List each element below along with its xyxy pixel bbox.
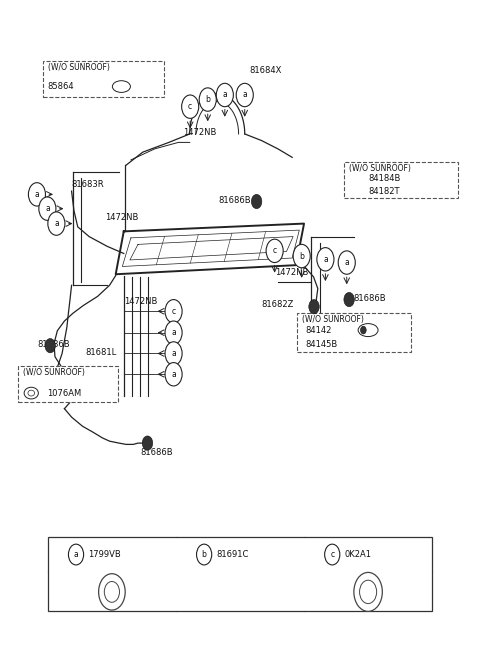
Text: 81686B: 81686B bbox=[37, 340, 70, 349]
Circle shape bbox=[354, 572, 383, 611]
Circle shape bbox=[142, 436, 153, 450]
FancyBboxPatch shape bbox=[297, 313, 411, 352]
Text: a: a bbox=[222, 90, 227, 100]
Circle shape bbox=[266, 239, 283, 263]
Ellipse shape bbox=[358, 324, 378, 337]
Circle shape bbox=[165, 321, 182, 345]
Ellipse shape bbox=[24, 387, 38, 399]
Text: 81681L: 81681L bbox=[86, 348, 117, 357]
Text: a: a bbox=[344, 258, 349, 267]
Text: (W/O SUNROOF): (W/O SUNROOF) bbox=[48, 64, 110, 72]
Text: 81686B: 81686B bbox=[219, 196, 251, 206]
Circle shape bbox=[252, 195, 262, 209]
Text: a: a bbox=[35, 190, 39, 199]
Circle shape bbox=[98, 574, 125, 610]
Text: 84142: 84142 bbox=[305, 326, 332, 335]
Circle shape bbox=[317, 248, 334, 271]
Text: 81682Z: 81682Z bbox=[261, 300, 294, 309]
Text: c: c bbox=[171, 307, 176, 316]
Text: c: c bbox=[330, 550, 334, 559]
Circle shape bbox=[69, 544, 84, 565]
Circle shape bbox=[236, 83, 253, 107]
Text: c: c bbox=[188, 102, 192, 111]
Ellipse shape bbox=[28, 390, 35, 396]
Text: 84182T: 84182T bbox=[368, 187, 399, 196]
Text: b: b bbox=[205, 95, 210, 104]
Circle shape bbox=[293, 244, 310, 268]
Text: 1799VB: 1799VB bbox=[88, 550, 120, 559]
Circle shape bbox=[165, 363, 182, 386]
Text: 84184B: 84184B bbox=[368, 174, 400, 183]
Circle shape bbox=[28, 183, 46, 206]
FancyBboxPatch shape bbox=[18, 366, 118, 402]
Circle shape bbox=[181, 95, 199, 119]
Text: (W/O SUNROOF): (W/O SUNROOF) bbox=[23, 369, 84, 377]
Circle shape bbox=[360, 580, 377, 603]
Circle shape bbox=[199, 88, 216, 111]
Text: 84145B: 84145B bbox=[305, 340, 338, 349]
Text: c: c bbox=[273, 246, 276, 255]
Text: a: a bbox=[323, 255, 328, 264]
Text: a: a bbox=[45, 204, 50, 213]
Circle shape bbox=[165, 299, 182, 323]
Text: a: a bbox=[54, 219, 59, 228]
Text: 85864: 85864 bbox=[48, 82, 74, 91]
Text: a: a bbox=[242, 90, 247, 100]
Circle shape bbox=[360, 326, 366, 334]
Text: a: a bbox=[171, 370, 176, 379]
Text: 1472NB: 1472NB bbox=[105, 213, 138, 221]
Circle shape bbox=[324, 544, 340, 565]
Circle shape bbox=[104, 582, 120, 603]
Circle shape bbox=[45, 339, 56, 353]
Text: 1076AM: 1076AM bbox=[48, 388, 82, 398]
Text: a: a bbox=[171, 328, 176, 337]
Circle shape bbox=[216, 83, 233, 107]
Circle shape bbox=[338, 251, 355, 274]
Circle shape bbox=[39, 197, 56, 220]
Text: b: b bbox=[299, 252, 304, 261]
Text: 1472NB: 1472NB bbox=[276, 268, 309, 277]
Circle shape bbox=[196, 544, 212, 565]
FancyBboxPatch shape bbox=[344, 162, 458, 198]
Text: (W/O SUNROOF): (W/O SUNROOF) bbox=[349, 164, 411, 173]
Text: a: a bbox=[73, 550, 78, 559]
Text: 0K2A1: 0K2A1 bbox=[344, 550, 371, 559]
Text: 1472NB: 1472NB bbox=[183, 128, 216, 137]
Text: 81686B: 81686B bbox=[140, 448, 173, 457]
Circle shape bbox=[165, 342, 182, 365]
Text: 81686B: 81686B bbox=[354, 294, 386, 303]
Text: (W/O SUNROOF): (W/O SUNROOF) bbox=[301, 315, 363, 324]
Text: b: b bbox=[202, 550, 206, 559]
Text: 81691C: 81691C bbox=[216, 550, 248, 559]
Circle shape bbox=[344, 292, 354, 307]
Text: 1472NB: 1472NB bbox=[124, 297, 157, 306]
Text: 81683R: 81683R bbox=[72, 180, 104, 189]
Ellipse shape bbox=[112, 81, 131, 92]
Circle shape bbox=[309, 299, 319, 314]
Bar bbox=[48, 536, 432, 611]
Text: 81684X: 81684X bbox=[250, 66, 282, 75]
FancyBboxPatch shape bbox=[43, 61, 164, 97]
Circle shape bbox=[48, 212, 65, 235]
Text: a: a bbox=[171, 349, 176, 358]
